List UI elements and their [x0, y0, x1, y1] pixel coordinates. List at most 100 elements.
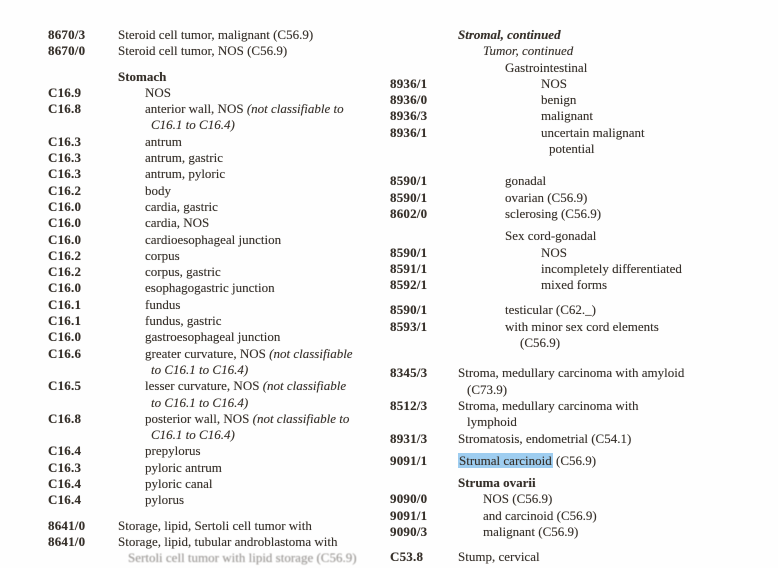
entry-lines: anterior wall, NOS (not classifiable to C… [118, 101, 393, 134]
entry-line: pylorus [118, 492, 393, 508]
text-segment: cardia, gastric [145, 198, 218, 214]
text-segment: pylorus [145, 492, 184, 508]
index-row: C16.5 lesser curvature, NOS (not classifi… [48, 378, 393, 411]
entry-line: Storage, lipid, tubular androblastoma wi… [118, 534, 393, 550]
entry-line: to C16.1 to C16.4) [118, 395, 393, 411]
entry-line: anterior wall, NOS (not classifiable to [118, 101, 393, 117]
index-row: 8936/1 uncertain malignant potential [390, 125, 778, 158]
code-cell: C16.4 [48, 492, 82, 508]
code-cell: C16.2 [48, 264, 82, 280]
index-column-right: Stromal, continued Tumor, continued Gastro… [390, 27, 778, 566]
text-segment: (not classifiable to [246, 101, 344, 117]
entry-lines: corpus, gastric [118, 264, 393, 280]
entry-line: NOS (C56.9) [458, 491, 778, 507]
code-cell: 8936/1 [390, 124, 428, 140]
entry-lines: pylorus [118, 492, 393, 508]
text-segment: potential [549, 141, 595, 157]
index-row: 9090/3 malignant (C56.9) [390, 524, 778, 540]
code-cell: 8590/1 [390, 173, 428, 189]
index-row: C16.4 pylorus [48, 492, 393, 508]
entry-lines: cardia, gastric [118, 199, 393, 215]
index-row: 8670/3 Steroid cell tumor, malignant (C56… [48, 27, 393, 43]
entry-lines: fundus, gastric [118, 313, 393, 329]
text-segment: Stomach [118, 68, 167, 84]
text-segment: gonadal [505, 173, 547, 189]
entry-lines: ovarian (C56.9) [458, 190, 778, 206]
text-segment: Stromal, continued [458, 27, 561, 42]
code-cell: 8590/1 [390, 244, 428, 260]
code-cell: 8512/3 [390, 397, 428, 413]
text-segment: uncertain malignant [541, 124, 645, 140]
index-row: C16.3 antrum, pyloric [48, 166, 393, 182]
text-segment: fundus [145, 296, 181, 312]
text-segment: NOS (C56.9) [483, 491, 553, 507]
index-row: 8590/1 testicular (C62._) [390, 302, 778, 318]
entry-line: Steroid cell tumor, malignant (C56.9) [118, 27, 393, 43]
text-segment: (C73.9) [467, 381, 508, 397]
text-segment: (not classifiable [269, 345, 353, 361]
entry-line: gonadal [458, 173, 778, 189]
entry-lines: Struma ovarii [458, 475, 778, 491]
text-segment: cardia, NOS [145, 215, 210, 231]
entry-line: body [118, 183, 393, 199]
entry-line: Sex cord-gonadal [458, 228, 778, 244]
text-segment: cardioesophageal junction [145, 231, 282, 247]
header-row: Gastrointestinal [390, 60, 778, 76]
index-row: C16.0 gastroesophageal junction [48, 329, 393, 345]
entry-line: greater curvature, NOS (not classifiable [118, 346, 393, 362]
text-segment: anterior wall, NOS [145, 101, 247, 117]
text-segment: pyloric canal [145, 476, 213, 492]
entry-line: with minor sex cord elements [458, 319, 778, 335]
code-cell: C16.4 [48, 476, 82, 492]
entry-line: and carcinoid (C56.9) [458, 508, 778, 524]
entry-lines: antrum, pyloric [118, 166, 393, 182]
highlighted-text: Strumal carcinoid [458, 452, 553, 468]
code-cell: 8602/0 [390, 205, 428, 221]
entry-line: Strumal carcinoid (C56.9) [458, 452, 778, 469]
entry-line: malignant (C56.9) [458, 524, 778, 540]
code-cell: C16.9 [48, 84, 82, 100]
index-row: 8936/3 malignant [390, 108, 778, 124]
text-segment: Sex cord-gonadal [505, 228, 597, 244]
entry-lines: Stroma, medullary carcinoma with amyloid… [458, 365, 778, 398]
text-segment: benign [541, 92, 577, 108]
code-cell: 8936/0 [390, 92, 428, 108]
header-row: Tumor, continued [390, 43, 778, 59]
code-cell: 8641/0 [48, 517, 86, 533]
entry-lines: esophagogastric junction [118, 280, 393, 296]
entry-line: Stomach [118, 69, 393, 85]
entry-lines: Steroid cell tumor, NOS (C56.9) [118, 43, 393, 59]
entry-lines: corpus [118, 248, 393, 264]
text-segment: prepylorus [145, 443, 201, 459]
header-row: Stomach [48, 69, 393, 85]
code-cell: C16.3 [48, 133, 82, 149]
entry-lines: Tumor, continued [458, 43, 778, 59]
entry-line: C16.1 to C16.4) [118, 117, 393, 133]
entry-lines: prepylorus [118, 443, 393, 459]
entry-line: Stromatosis, endometrial (C54.1) [458, 431, 778, 447]
text-segment: greater curvature, NOS [145, 345, 270, 361]
text-segment: Gastrointestinal [505, 59, 588, 75]
entry-lines: incompletely differentiated [458, 261, 778, 277]
index-row: 8590/1 ovarian (C56.9) [390, 190, 778, 206]
code-cell: 8345/3 [390, 365, 428, 381]
entry-line: pyloric antrum [118, 460, 393, 476]
entry-line: pyloric canal [118, 476, 393, 492]
code-cell: 9090/0 [390, 491, 428, 507]
index-row: 9090/0 NOS (C56.9) [390, 491, 778, 507]
header-row: Struma ovarii [390, 475, 778, 491]
text-segment: corpus [145, 247, 180, 263]
header-row: Stromal, continued [390, 27, 778, 43]
code-cell: C53.8 [390, 549, 424, 565]
text-segment: fundus, gastric [145, 313, 222, 329]
code-cell: 8936/1 [390, 75, 428, 91]
entry-line: to C16.1 to C16.4) [118, 362, 393, 378]
text-segment: antrum [145, 133, 182, 149]
text-segment: with minor sex cord elements [505, 318, 659, 334]
text-segment: lesser curvature, NOS [145, 378, 263, 394]
text-segment: (C56.9) [520, 335, 561, 351]
text-segment: mixed forms [541, 277, 608, 293]
entry-lines: Storage, lipid, Sertoli cell tumor with [118, 518, 393, 534]
entry-line: Stromal, continued [458, 27, 778, 43]
